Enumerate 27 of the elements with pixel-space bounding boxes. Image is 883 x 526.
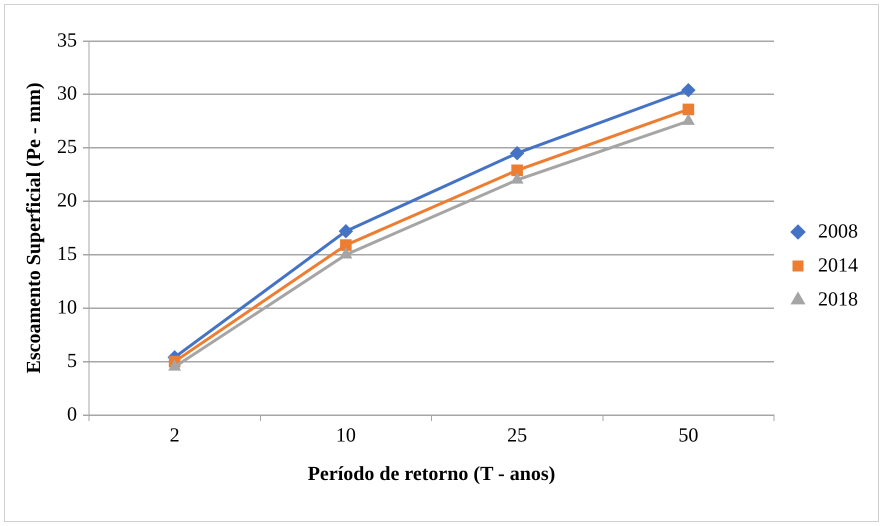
y-axis-title: Escoamento Superficial (Pe - mm): [23, 82, 46, 374]
y-tick-label: 20: [57, 190, 77, 212]
point: [340, 239, 352, 251]
y-tick-label: 5: [67, 350, 77, 372]
point: [338, 224, 353, 238]
point: [511, 164, 523, 176]
x-tick-label: 25: [507, 424, 528, 446]
y-tick-label: 0: [67, 403, 77, 426]
point: [682, 114, 695, 125]
x-axis-title: Período de retorno (T - anos): [308, 463, 556, 486]
y-tick-label: 25: [57, 136, 77, 158]
y-tick-label: 10: [57, 296, 77, 318]
legend-label: 2008: [818, 220, 858, 242]
y-tick-label: 30: [57, 82, 77, 105]
point: [682, 104, 694, 116]
point: [510, 146, 524, 160]
x-tick-label: 10: [336, 424, 356, 446]
x-tick-label: 2: [170, 424, 180, 446]
y-tick-label: 35: [57, 29, 77, 52]
legend-label: 2014: [818, 254, 858, 276]
point: [168, 360, 181, 371]
y-tick-label: 15: [57, 242, 77, 265]
x-tick-label: 50: [678, 424, 698, 446]
point: [340, 248, 352, 258]
point: [510, 172, 524, 184]
legend-label: 2018: [818, 288, 858, 310]
point: [681, 83, 696, 98]
